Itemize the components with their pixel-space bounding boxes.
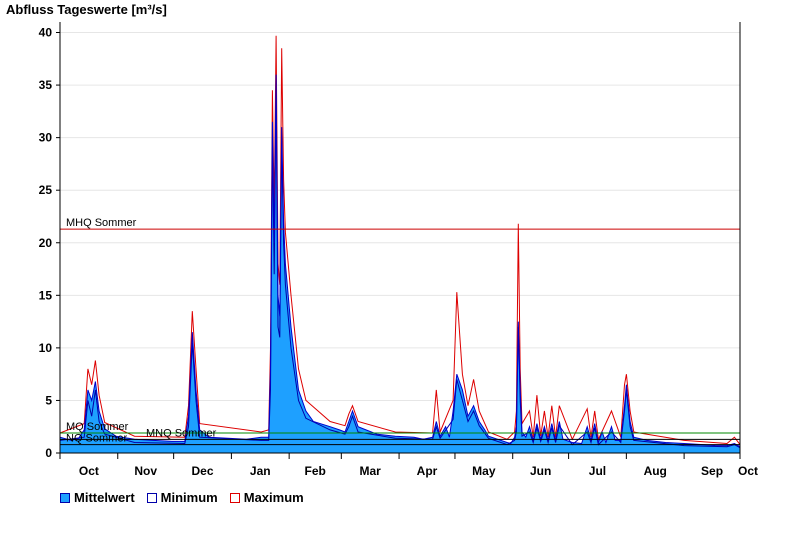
series-layer [59,35,741,453]
ref-label-mq-sommer: MQ Sommer [66,421,129,433]
legend-label-maximum: Maximum [243,490,304,505]
axes: 0 5 10 15 20 25 30 35 40 Oct Nov Dec Jan Feb Mar Apr May… [39,22,758,478]
x-tick-label-apr-6: Apr [417,464,438,478]
x-tick-label-oct-12: Oct [738,464,758,478]
reference-lines: MHQ Sommer MQ Sommer MNQ Sommer NQ Sommer [60,217,740,446]
x-tick-label-mar-5: Mar [360,464,382,478]
legend-label-minimum: Minimum [160,490,218,505]
legend: Mittelwert Minimum Maximum [60,490,304,505]
legend-item-mittelwert[interactable]: Mittelwert [60,490,135,505]
y-tick-label-0: 0 [45,446,52,460]
y-tick-label-35: 35 [39,78,53,92]
x-tick-label-may-7: May [472,464,496,478]
ref-label-mnq-sommer: MNQ Sommer [146,427,217,439]
x-tick-label-feb-4: Feb [305,464,326,478]
x-tick-label-jul-9: Jul [589,464,606,478]
legend-item-minimum[interactable]: Minimum [146,490,218,505]
legend-swatch-maximum [229,492,240,503]
legend-swatch-mittelwert [60,492,70,503]
y-tick-label-5: 5 [45,393,52,407]
x-tick-label-sep-11: Sep [701,464,723,478]
x-tick-label-nov-1: Nov [134,464,157,478]
y-tick-label-30: 30 [39,131,53,145]
x-tick-label-oct-0: Oct [79,464,99,478]
y-tick-label-15: 15 [39,288,53,302]
series-line-minimum [59,95,741,449]
series-area-mittelwert [60,74,740,453]
legend-swatch-minimum [146,492,157,503]
series-line-maximum [59,35,741,445]
chart-title: Abfluss Tageswerte [m³/s] [6,2,167,17]
legend-item-maximum[interactable]: Maximum [229,490,304,505]
legend-label-mittelwert: Mittelwert [74,490,135,505]
y-tick-label-20: 20 [39,236,53,250]
y-tick-label-40: 40 [39,26,53,40]
series-line-mittelwert [59,74,741,448]
y-tick-label-25: 25 [39,183,53,197]
ref-label-mhq-sommer: MHQ Sommer [66,217,137,229]
grid-layer [60,32,740,401]
x-tick-label-jan-3: Jan [250,464,271,478]
ref-label-nq-sommer: NQ Sommer [66,433,127,445]
x-tick-label-aug-10: Aug [644,464,667,478]
x-tick-label-dec-2: Dec [192,464,214,478]
y-tick-label-10: 10 [39,341,53,355]
x-tick-label-jun-8: Jun [530,464,551,478]
